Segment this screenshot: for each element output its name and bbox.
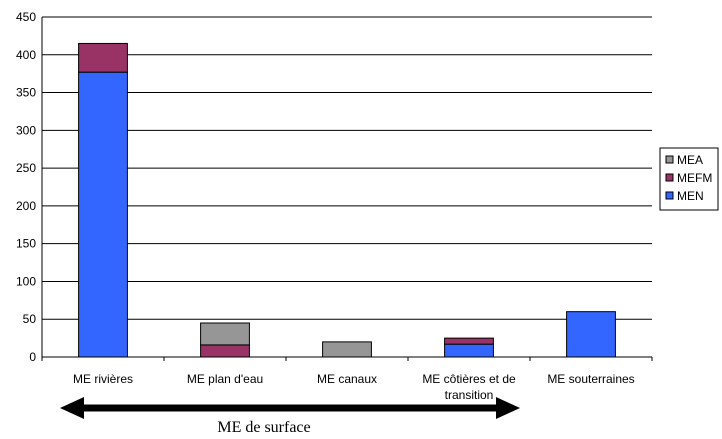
x-category-label: ME souterraines [547,372,634,386]
x-category-label: ME côtières et de transition [422,372,516,402]
bar-men-me-cotieres-et-de-transition [444,343,494,358]
legend: MEA MEFM MEN [659,147,719,211]
y-tick-label: 100 [16,274,36,288]
x-axis-category-labels: ME rivières ME plan d'eau ME canaux ME côti… [73,372,635,402]
annotation-label: ME de surface [217,419,310,436]
legend-swatch-men [665,191,674,200]
y-tick-label: 400 [16,48,36,62]
bar-mefm-me-rivieres [78,42,128,73]
bar-mefm-me-plan-d-eau [200,344,250,358]
bar-mefm-me-cotieres-et-de-transition [444,337,494,345]
y-tick-label: 450 [16,10,36,24]
surface-annotation: ME de surface [60,397,520,436]
x-category-label: ME rivières [73,372,133,386]
double-arrow-left-head [60,397,84,419]
legend-label-men: MEN [677,189,704,203]
y-tick-label: 50 [23,312,37,326]
y-axis-tick-labels: 0 50 100 150 200 250 300 350 400 450 [16,10,36,364]
y-tick-label: 350 [16,86,36,100]
x-category-label: ME plan d'eau [187,372,263,386]
bar-men-me-rivieres [78,71,128,358]
x-category-label: ME canaux [317,372,377,386]
y-tick-label: 250 [16,161,36,175]
y-tick-label: 0 [29,350,36,364]
legend-label-mefm: MEFM [677,171,712,185]
bar-mea-me-canaux [322,341,372,358]
bar-men-me-souterraines [566,311,616,358]
bar-series [78,42,616,358]
gridlines [42,16,652,320]
double-arrow-right-head [496,397,520,419]
y-tick-label: 150 [16,237,36,251]
legend-label-mea: MEA [677,153,703,167]
bar-mea-me-plan-d-eau [200,322,250,346]
axes [41,17,653,361]
legend-swatch-mefm [665,173,674,182]
legend-swatch-mea [665,155,674,164]
y-tick-label: 200 [16,199,36,213]
y-tick-label: 300 [16,123,36,137]
